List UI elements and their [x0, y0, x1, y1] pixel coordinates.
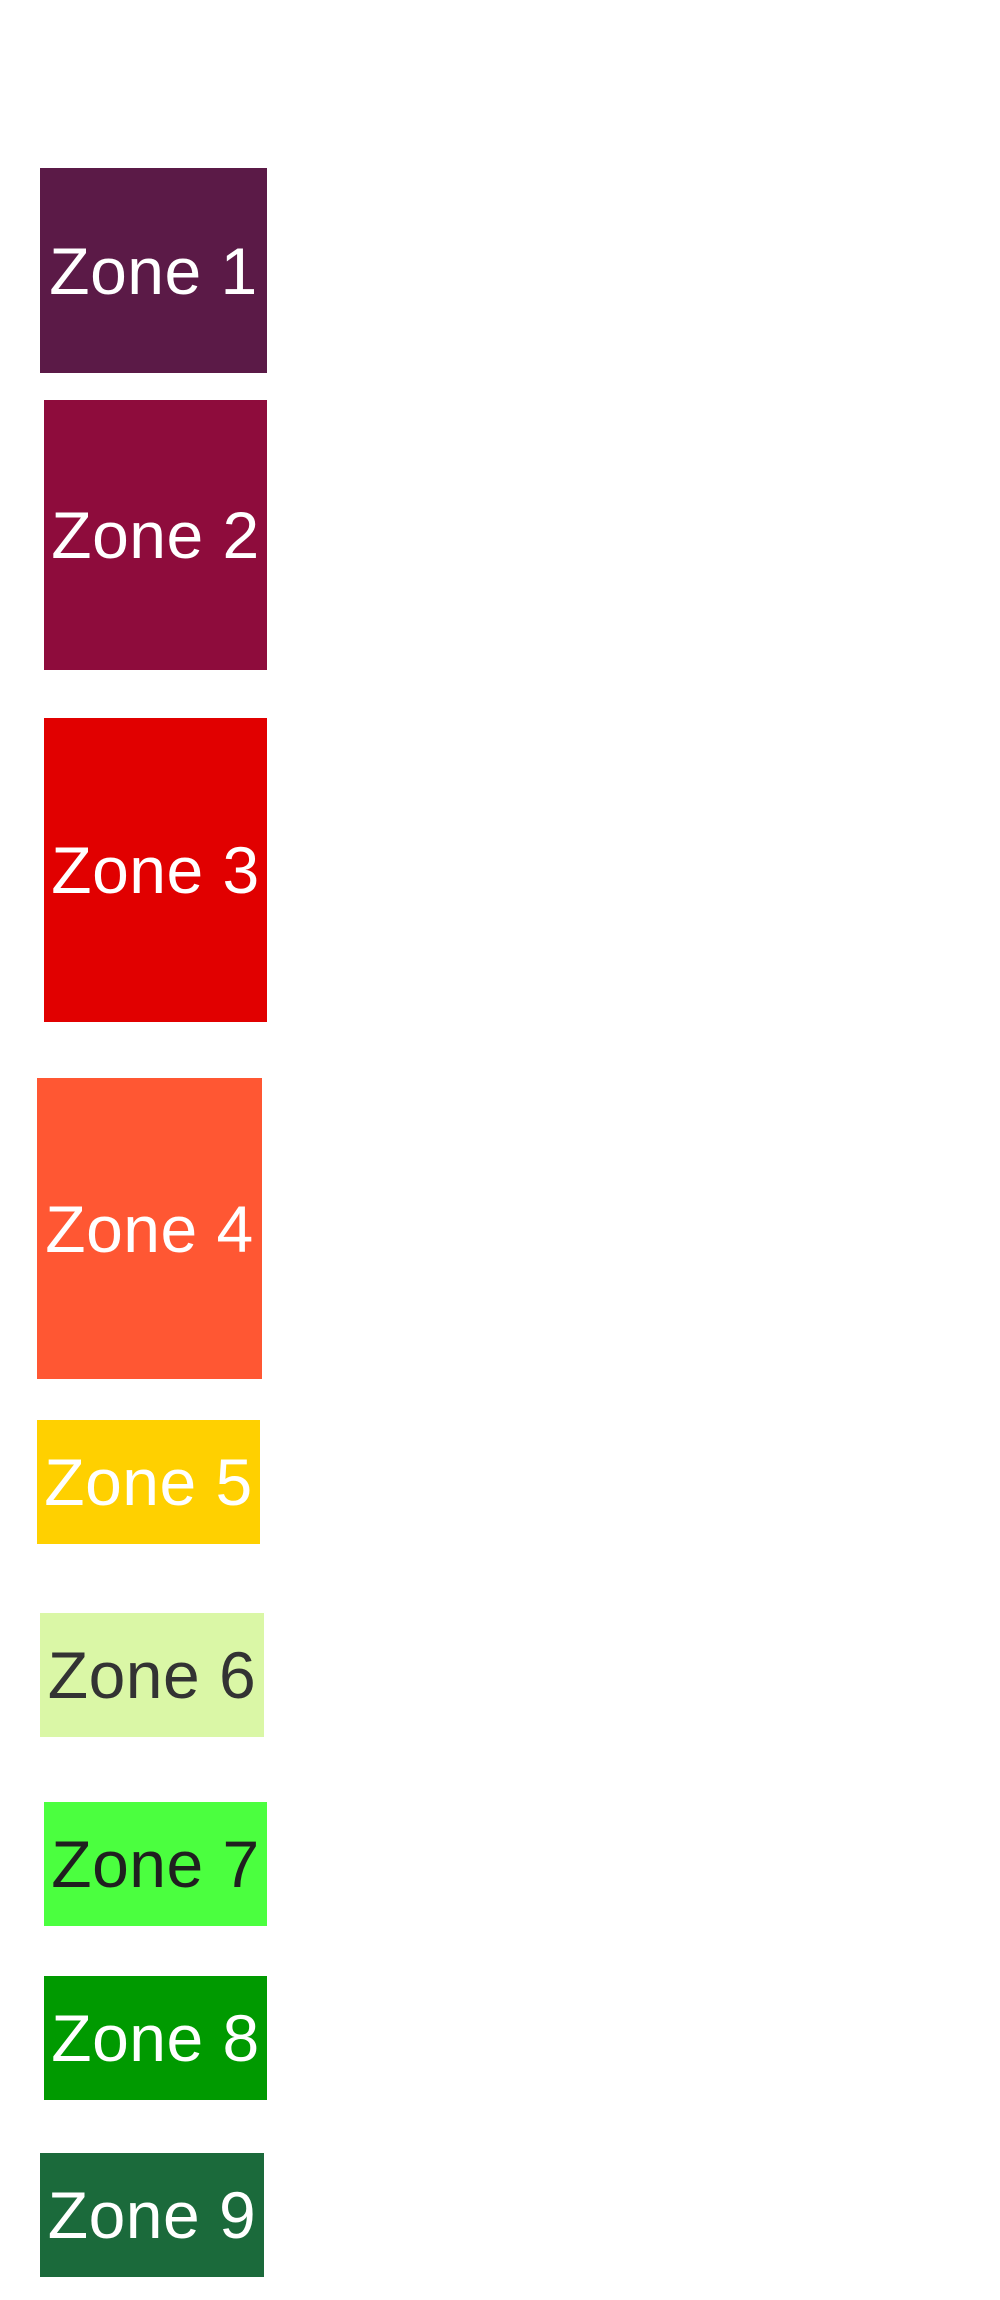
zone-8-label: Zone 8: [51, 2001, 260, 2075]
zone-9-label: Zone 9: [47, 2178, 257, 2252]
zone-1-block[interactable]: Zone 1: [40, 168, 267, 373]
zone-4-block[interactable]: Zone 4: [37, 1078, 262, 1379]
zone-3-block[interactable]: Zone 3: [44, 718, 267, 1022]
zone-4-label: Zone 4: [45, 1191, 254, 1266]
zone-6-block[interactable]: Zone 6: [40, 1613, 264, 1737]
zone-5-block[interactable]: Zone 5: [37, 1420, 260, 1544]
zone-2-block[interactable]: Zone 2: [44, 400, 267, 670]
zone-6-label: Zone 6: [47, 1638, 257, 1712]
zone-1-label: Zone 1: [49, 233, 258, 308]
zone-7-label: Zone 7: [51, 1827, 260, 1901]
zone-7-block[interactable]: Zone 7: [44, 1802, 267, 1926]
zone-8-block[interactable]: Zone 8: [44, 1976, 267, 2100]
zone-3-label: Zone 3: [51, 833, 260, 907]
zone-2-label: Zone 2: [51, 498, 260, 572]
zone-9-block[interactable]: Zone 9: [40, 2153, 264, 2277]
zone-5-label: Zone 5: [44, 1445, 253, 1519]
